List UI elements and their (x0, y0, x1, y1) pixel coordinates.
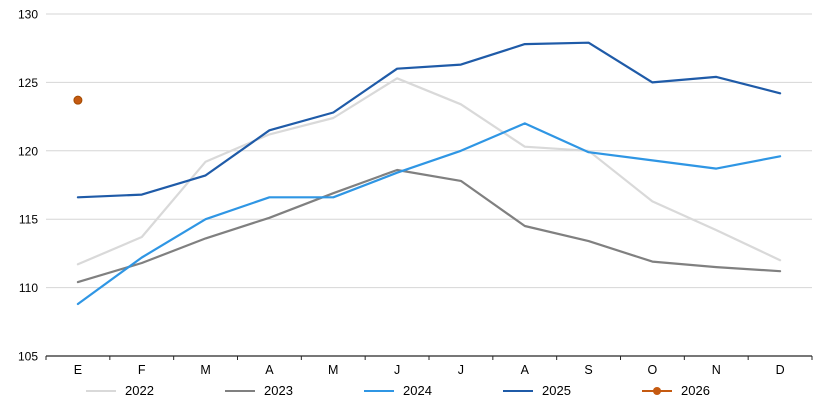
x-axis-label: F (138, 363, 146, 374)
legend-swatch-2022 (86, 389, 116, 392)
legend-swatch-2025 (503, 389, 533, 392)
point-2026 (73, 95, 83, 105)
legend-item-2025: 2025 (503, 383, 642, 398)
y-axis-label: 130 (18, 8, 38, 22)
legend-item-2026: 2026 (642, 383, 710, 398)
x-axis-label: O (648, 363, 658, 374)
legend-swatch-2026 (642, 386, 672, 395)
x-axis-label: N (712, 363, 721, 374)
y-axis-label: 110 (19, 281, 38, 295)
x-axis-label: S (584, 363, 592, 374)
x-axis-label: A (265, 363, 274, 374)
legend-item-2022: 2022 (86, 383, 225, 398)
y-axis-label: 120 (18, 144, 38, 158)
legend-dot-2026 (653, 386, 661, 395)
x-axis-label: A (521, 363, 530, 374)
x-axis-label: D (776, 363, 785, 374)
chart-legend: 2022 2023 2024 2025 2026 (0, 374, 820, 407)
legend-label: 2025 (542, 383, 571, 398)
y-axis-label: 115 (19, 213, 38, 227)
series-line-2022 (76, 77, 782, 266)
y-axis-label: 125 (18, 76, 38, 90)
legend-swatch-2024 (364, 389, 394, 392)
x-axis-label: M (328, 363, 338, 374)
chart-plot-area: 105 110 115 120 125 130 E F M A M J J A S O N D (18, 8, 813, 374)
series-line-2023 (76, 168, 782, 284)
legend-label: 2022 (125, 383, 154, 398)
legend-swatch-2023 (225, 389, 255, 392)
y-axis-label: 105 (18, 350, 38, 364)
series-line-2024 (76, 122, 782, 306)
legend-label: 2023 (264, 383, 293, 398)
x-axis-label: E (74, 363, 82, 374)
x-axis-label: J (458, 363, 464, 374)
series-line-2025 (76, 41, 782, 199)
x-axis-label: J (394, 363, 400, 374)
x-axis-label: M (200, 363, 210, 374)
legend-label: 2026 (681, 383, 710, 398)
legend-item-2024: 2024 (364, 383, 503, 398)
legend-item-2023: 2023 (225, 383, 364, 398)
legend-label: 2024 (403, 383, 432, 398)
